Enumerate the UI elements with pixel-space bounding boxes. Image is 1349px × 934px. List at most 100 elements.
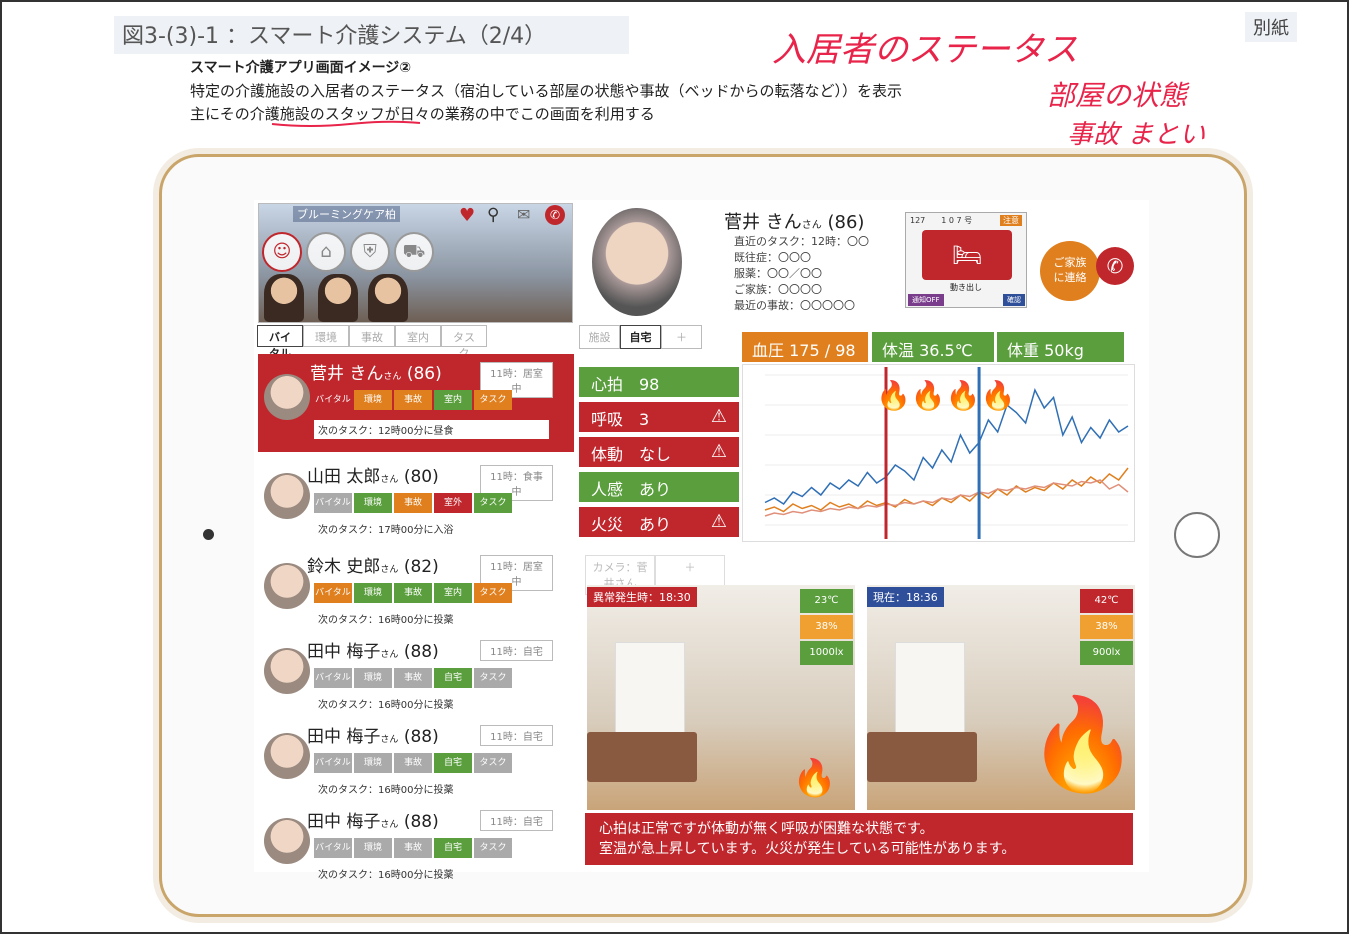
status-chip[interactable]: バイタル: [314, 838, 352, 858]
heart-icon[interactable]: ♥: [459, 205, 476, 226]
next-task: 次のタスク：12時00分に昼食: [314, 420, 549, 439]
status-chip[interactable]: バイタル: [314, 390, 352, 410]
tab-1[interactable]: 環境: [303, 325, 349, 347]
attachment-label: 別紙: [1245, 12, 1297, 42]
status-chip[interactable]: 環境: [354, 390, 392, 410]
resident-avatar: [264, 563, 310, 609]
home-icon[interactable]: ⌂: [306, 232, 346, 272]
vital-indicator[interactable]: 火災 あり ⚠: [579, 507, 739, 537]
series-line-pink: [764, 479, 1129, 517]
tablet-home-button[interactable]: [1174, 512, 1220, 558]
tab-3[interactable]: 室内: [395, 325, 441, 347]
right-tab-bar: 施設 自宅＋: [579, 325, 702, 349]
profile-info-line: 服薬：〇〇／〇〇: [734, 267, 822, 280]
tab-0[interactable]: バイタル: [257, 325, 303, 360]
status-chip[interactable]: 自宅: [434, 838, 472, 858]
bed: [867, 732, 977, 782]
status-chip[interactable]: バイタル: [314, 753, 352, 773]
status-chip[interactable]: 室内: [434, 583, 472, 603]
status-chip[interactable]: タスク: [474, 668, 512, 688]
staff-avatar-3[interactable]: [368, 274, 408, 322]
status-chip[interactable]: 室内: [434, 390, 472, 410]
warning-icon: ⚠: [710, 406, 727, 427]
next-task: 次のタスク：17時00分に入浴: [318, 525, 454, 536]
staff-avatar-2[interactable]: [318, 274, 358, 322]
profile-info-line: 既往症：〇〇〇: [734, 251, 811, 264]
status-chip[interactable]: 自宅: [434, 753, 472, 773]
status-chip[interactable]: タスク: [474, 390, 512, 410]
next-task: 次のタスク：16時00分に投薬: [318, 700, 454, 711]
contact-family-button[interactable]: ご家族 に連絡: [1040, 241, 1100, 301]
status-chip[interactable]: 事故: [394, 583, 432, 603]
resident-name: 田中 梅子さん (88): [307, 642, 439, 662]
status-chip[interactable]: タスク: [474, 493, 512, 513]
location-tab-1[interactable]: 自宅: [620, 325, 661, 349]
thumb-confirm[interactable]: 確認: [1003, 294, 1025, 306]
next-task: 次のタスク：16時00分に投薬: [318, 870, 454, 881]
status-chip[interactable]: 環境: [354, 838, 392, 858]
location-tab-0[interactable]: 施設: [579, 325, 620, 349]
vital-indicator[interactable]: 心拍 98: [579, 367, 739, 397]
vital-indicator[interactable]: 人感 あり: [579, 472, 739, 502]
person-icon[interactable]: ☺: [262, 232, 302, 272]
fire-icon: 🔥: [792, 758, 837, 799]
status-chip[interactable]: バイタル: [314, 583, 352, 603]
metric-badge: 血圧 175 / 98: [742, 332, 868, 362]
vital-chart: 🔥🔥🔥🔥: [742, 364, 1135, 542]
car-icon[interactable]: ⛟: [394, 232, 434, 272]
chat-icon[interactable]: ✉: [517, 205, 531, 224]
status-chip[interactable]: 室外: [434, 493, 472, 513]
sensor-reading: 42℃: [1080, 589, 1133, 613]
status-chip[interactable]: 環境: [354, 493, 392, 513]
thumb-notify-off[interactable]: 通知OFF: [908, 294, 944, 306]
status-chip[interactable]: タスク: [474, 838, 512, 858]
status-chip[interactable]: 事故: [394, 668, 432, 688]
status-chip[interactable]: バイタル: [314, 493, 352, 513]
resident-avatar: [264, 733, 310, 779]
doc-title: 図3-(3)-1 ：スマート介護システム（2/4）: [114, 16, 629, 54]
pin-icon[interactable]: ⚲: [487, 205, 500, 225]
staff-avatar-1[interactable]: [264, 274, 304, 322]
status-chip[interactable]: 自宅: [434, 668, 472, 688]
status-chip[interactable]: 事故: [394, 753, 432, 773]
status-chip[interactable]: 環境: [354, 668, 392, 688]
sensor-reading: 900lx: [1080, 641, 1133, 665]
resident-name: 田中 梅子さん (88): [307, 727, 439, 747]
status-chip[interactable]: タスク: [474, 583, 512, 603]
bed: [587, 732, 697, 782]
vital-indicator[interactable]: 呼吸 3 ⚠: [579, 402, 739, 432]
bed-icon: 🛏: [922, 230, 1012, 280]
status-chip[interactable]: 事故: [394, 390, 432, 410]
tablet-camera: [203, 529, 214, 540]
sensor-reading: 23℃: [800, 589, 853, 613]
status-chip[interactable]: 環境: [354, 753, 392, 773]
phone-icon[interactable]: ✆: [545, 205, 565, 225]
shield-icon[interactable]: ⛨: [350, 232, 390, 272]
status-chip[interactable]: 環境: [354, 583, 392, 603]
vital-label: 呼吸 3: [591, 410, 650, 429]
resident-name: 鈴木 史郎さん (82): [307, 557, 439, 577]
series-line-orange: [764, 467, 1129, 513]
sensor-reading: 1000lx: [800, 641, 853, 665]
tab-2[interactable]: 事故: [349, 325, 395, 347]
room-timestamp: 異常発生時：18:30: [587, 587, 697, 607]
profile-info-line: 最近の事故：〇〇〇〇〇: [734, 299, 855, 312]
resident-avatar: [264, 648, 310, 694]
thumb-badge: 注意: [1000, 215, 1022, 226]
resident-name: 菅井 きんさん (86): [310, 364, 442, 384]
doc-description-2: 主にその介護施設のスタッフが日々の業務の中でこの画面を利用する: [190, 105, 655, 123]
status-chip[interactable]: バイタル: [314, 668, 352, 688]
resident-avatar: [264, 374, 310, 420]
tab-4[interactable]: タスク: [441, 325, 487, 360]
handwritten-note-3: 事故 まとい: [1067, 120, 1206, 150]
status-chip[interactable]: 事故: [394, 493, 432, 513]
status-chip[interactable]: タスク: [474, 753, 512, 773]
phone-call-icon[interactable]: ✆: [1096, 247, 1134, 285]
vital-indicator[interactable]: 体動 なし ⚠: [579, 437, 739, 467]
room-timestamp: 現在：18:36: [867, 587, 944, 607]
fire-icon: 🔥: [1027, 692, 1140, 797]
status-chip[interactable]: 事故: [394, 838, 432, 858]
resident-avatar: [264, 473, 310, 519]
location-tab-2[interactable]: ＋: [661, 325, 702, 349]
alert-line-1: 心拍は正常ですが体動が無く呼吸が困難な状態です。: [599, 821, 934, 837]
